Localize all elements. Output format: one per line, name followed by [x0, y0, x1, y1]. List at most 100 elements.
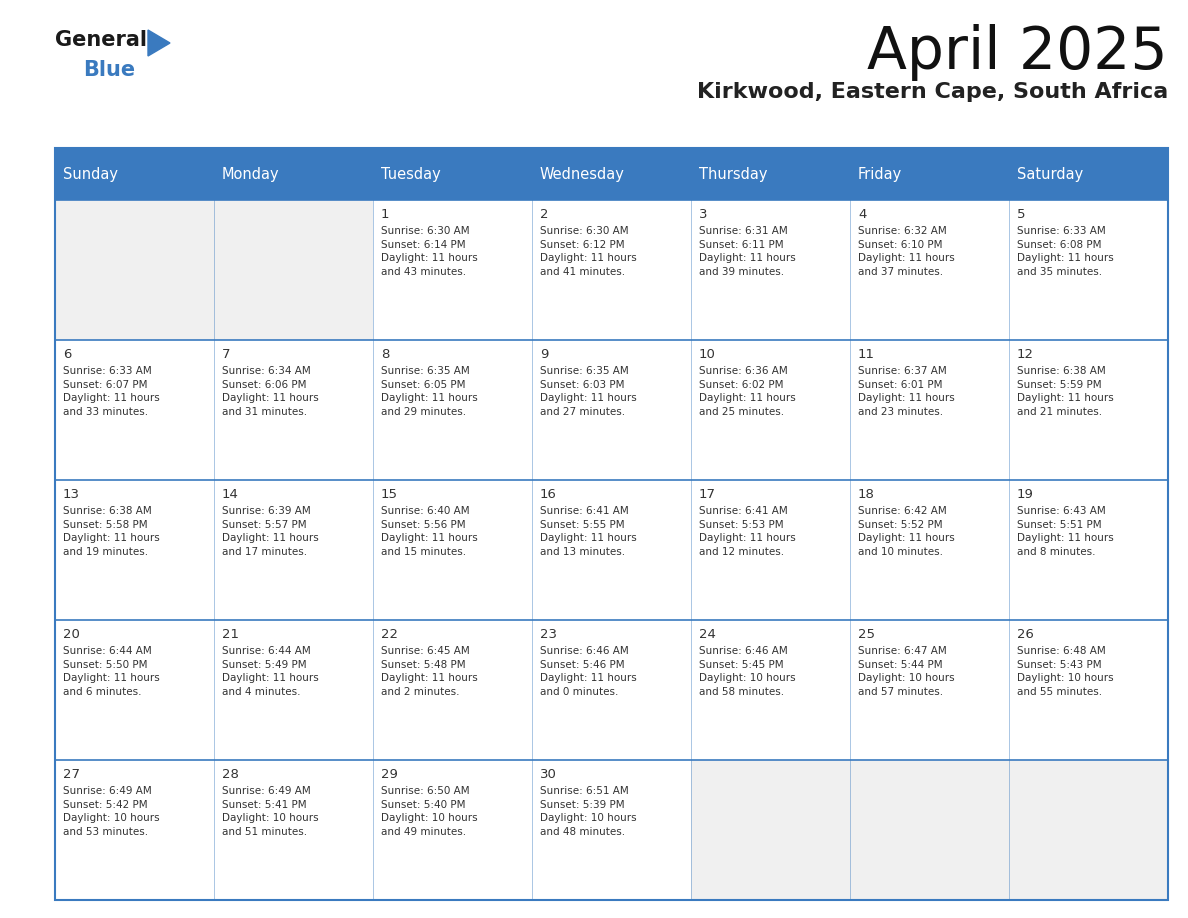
Text: 29: 29	[381, 768, 398, 781]
Text: 4: 4	[858, 208, 866, 221]
Text: 3: 3	[699, 208, 707, 221]
Text: Sunrise: 6:47 AM
Sunset: 5:44 PM
Daylight: 10 hours
and 57 minutes.: Sunrise: 6:47 AM Sunset: 5:44 PM Dayligh…	[858, 646, 955, 697]
Text: Sunrise: 6:33 AM
Sunset: 6:08 PM
Daylight: 11 hours
and 35 minutes.: Sunrise: 6:33 AM Sunset: 6:08 PM Dayligh…	[1017, 226, 1113, 277]
Text: 13: 13	[63, 488, 80, 501]
Text: Sunrise: 6:41 AM
Sunset: 5:53 PM
Daylight: 11 hours
and 12 minutes.: Sunrise: 6:41 AM Sunset: 5:53 PM Dayligh…	[699, 506, 796, 557]
Bar	[691, 148, 849, 200]
Text: 20: 20	[63, 628, 80, 641]
Bar	[1009, 200, 1168, 340]
Text: Sunrise: 6:44 AM
Sunset: 5:49 PM
Daylight: 11 hours
and 4 minutes.: Sunrise: 6:44 AM Sunset: 5:49 PM Dayligh…	[222, 646, 318, 697]
Bar	[849, 480, 1009, 620]
Text: 26: 26	[1017, 628, 1034, 641]
Bar	[214, 480, 373, 620]
Text: Sunrise: 6:41 AM
Sunset: 5:55 PM
Daylight: 11 hours
and 13 minutes.: Sunrise: 6:41 AM Sunset: 5:55 PM Dayligh…	[541, 506, 637, 557]
Text: Sunrise: 6:48 AM
Sunset: 5:43 PM
Daylight: 10 hours
and 55 minutes.: Sunrise: 6:48 AM Sunset: 5:43 PM Dayligh…	[1017, 646, 1113, 697]
Text: Sunrise: 6:30 AM
Sunset: 6:12 PM
Daylight: 11 hours
and 41 minutes.: Sunrise: 6:30 AM Sunset: 6:12 PM Dayligh…	[541, 226, 637, 277]
Text: Sunrise: 6:39 AM
Sunset: 5:57 PM
Daylight: 11 hours
and 17 minutes.: Sunrise: 6:39 AM Sunset: 5:57 PM Dayligh…	[222, 506, 318, 557]
Text: 6: 6	[63, 348, 71, 361]
Text: 11: 11	[858, 348, 874, 361]
Bar	[373, 620, 532, 760]
Text: Sunrise: 6:46 AM
Sunset: 5:45 PM
Daylight: 10 hours
and 58 minutes.: Sunrise: 6:46 AM Sunset: 5:45 PM Dayligh…	[699, 646, 796, 697]
Bar	[849, 340, 1009, 480]
Text: Monday: Monday	[222, 166, 279, 182]
Text: 1: 1	[381, 208, 390, 221]
Bar	[214, 620, 373, 760]
Bar	[532, 148, 691, 200]
Bar	[373, 760, 532, 900]
Text: 5: 5	[1017, 208, 1025, 221]
Text: Sunrise: 6:43 AM
Sunset: 5:51 PM
Daylight: 11 hours
and 8 minutes.: Sunrise: 6:43 AM Sunset: 5:51 PM Dayligh…	[1017, 506, 1113, 557]
Text: Sunrise: 6:33 AM
Sunset: 6:07 PM
Daylight: 11 hours
and 33 minutes.: Sunrise: 6:33 AM Sunset: 6:07 PM Dayligh…	[63, 366, 159, 417]
Text: 28: 28	[222, 768, 239, 781]
Bar	[373, 340, 532, 480]
Bar	[849, 200, 1009, 340]
Text: Sunrise: 6:40 AM
Sunset: 5:56 PM
Daylight: 11 hours
and 15 minutes.: Sunrise: 6:40 AM Sunset: 5:56 PM Dayligh…	[381, 506, 478, 557]
Bar	[55, 200, 214, 340]
Bar	[373, 200, 532, 340]
Text: Sunrise: 6:50 AM
Sunset: 5:40 PM
Daylight: 10 hours
and 49 minutes.: Sunrise: 6:50 AM Sunset: 5:40 PM Dayligh…	[381, 786, 478, 837]
Bar	[214, 200, 373, 340]
Text: Sunrise: 6:35 AM
Sunset: 6:05 PM
Daylight: 11 hours
and 29 minutes.: Sunrise: 6:35 AM Sunset: 6:05 PM Dayligh…	[381, 366, 478, 417]
Text: Sunrise: 6:31 AM
Sunset: 6:11 PM
Daylight: 11 hours
and 39 minutes.: Sunrise: 6:31 AM Sunset: 6:11 PM Dayligh…	[699, 226, 796, 277]
Text: 7: 7	[222, 348, 230, 361]
Bar	[55, 148, 1168, 900]
Text: 27: 27	[63, 768, 80, 781]
Text: 23: 23	[541, 628, 557, 641]
Text: 25: 25	[858, 628, 874, 641]
Text: Sunrise: 6:44 AM
Sunset: 5:50 PM
Daylight: 11 hours
and 6 minutes.: Sunrise: 6:44 AM Sunset: 5:50 PM Dayligh…	[63, 646, 159, 697]
Bar	[55, 340, 214, 480]
Text: Sunrise: 6:49 AM
Sunset: 5:42 PM
Daylight: 10 hours
and 53 minutes.: Sunrise: 6:49 AM Sunset: 5:42 PM Dayligh…	[63, 786, 159, 837]
Text: Sunday: Sunday	[63, 166, 118, 182]
Text: Blue: Blue	[83, 60, 135, 80]
Text: Kirkwood, Eastern Cape, South Africa: Kirkwood, Eastern Cape, South Africa	[696, 82, 1168, 102]
Bar	[691, 340, 849, 480]
Text: Thursday: Thursday	[699, 166, 767, 182]
Bar	[532, 620, 691, 760]
Bar	[1009, 620, 1168, 760]
Text: 24: 24	[699, 628, 716, 641]
Bar	[691, 480, 849, 620]
Bar	[214, 340, 373, 480]
Bar	[849, 620, 1009, 760]
Text: Sunrise: 6:46 AM
Sunset: 5:46 PM
Daylight: 11 hours
and 0 minutes.: Sunrise: 6:46 AM Sunset: 5:46 PM Dayligh…	[541, 646, 637, 697]
Bar	[1009, 760, 1168, 900]
Bar	[55, 620, 214, 760]
Text: Sunrise: 6:51 AM
Sunset: 5:39 PM
Daylight: 10 hours
and 48 minutes.: Sunrise: 6:51 AM Sunset: 5:39 PM Dayligh…	[541, 786, 637, 837]
Text: 2: 2	[541, 208, 549, 221]
Text: Sunrise: 6:30 AM
Sunset: 6:14 PM
Daylight: 11 hours
and 43 minutes.: Sunrise: 6:30 AM Sunset: 6:14 PM Dayligh…	[381, 226, 478, 277]
Bar	[691, 200, 849, 340]
Text: General: General	[55, 30, 147, 50]
Text: April 2025: April 2025	[867, 24, 1168, 81]
Text: Sunrise: 6:34 AM
Sunset: 6:06 PM
Daylight: 11 hours
and 31 minutes.: Sunrise: 6:34 AM Sunset: 6:06 PM Dayligh…	[222, 366, 318, 417]
Text: Friday: Friday	[858, 166, 902, 182]
Bar	[373, 480, 532, 620]
Text: Sunrise: 6:45 AM
Sunset: 5:48 PM
Daylight: 11 hours
and 2 minutes.: Sunrise: 6:45 AM Sunset: 5:48 PM Dayligh…	[381, 646, 478, 697]
Text: Tuesday: Tuesday	[381, 166, 441, 182]
Text: 30: 30	[541, 768, 557, 781]
Text: 8: 8	[381, 348, 390, 361]
Bar	[214, 148, 373, 200]
Text: Sunrise: 6:49 AM
Sunset: 5:41 PM
Daylight: 10 hours
and 51 minutes.: Sunrise: 6:49 AM Sunset: 5:41 PM Dayligh…	[222, 786, 318, 837]
Polygon shape	[148, 30, 170, 56]
Text: Wednesday: Wednesday	[541, 166, 625, 182]
Bar	[373, 148, 532, 200]
Text: Sunrise: 6:35 AM
Sunset: 6:03 PM
Daylight: 11 hours
and 27 minutes.: Sunrise: 6:35 AM Sunset: 6:03 PM Dayligh…	[541, 366, 637, 417]
Text: Saturday: Saturday	[1017, 166, 1083, 182]
Text: 12: 12	[1017, 348, 1034, 361]
Text: 18: 18	[858, 488, 874, 501]
Bar	[691, 760, 849, 900]
Bar	[1009, 148, 1168, 200]
Text: 21: 21	[222, 628, 239, 641]
Bar	[1009, 480, 1168, 620]
Text: 22: 22	[381, 628, 398, 641]
Text: Sunrise: 6:42 AM
Sunset: 5:52 PM
Daylight: 11 hours
and 10 minutes.: Sunrise: 6:42 AM Sunset: 5:52 PM Dayligh…	[858, 506, 955, 557]
Bar	[55, 480, 214, 620]
Bar	[849, 760, 1009, 900]
Bar	[691, 620, 849, 760]
Bar	[532, 340, 691, 480]
Bar	[532, 480, 691, 620]
Bar	[849, 148, 1009, 200]
Bar	[214, 760, 373, 900]
Bar	[55, 760, 214, 900]
Text: Sunrise: 6:38 AM
Sunset: 5:59 PM
Daylight: 11 hours
and 21 minutes.: Sunrise: 6:38 AM Sunset: 5:59 PM Dayligh…	[1017, 366, 1113, 417]
